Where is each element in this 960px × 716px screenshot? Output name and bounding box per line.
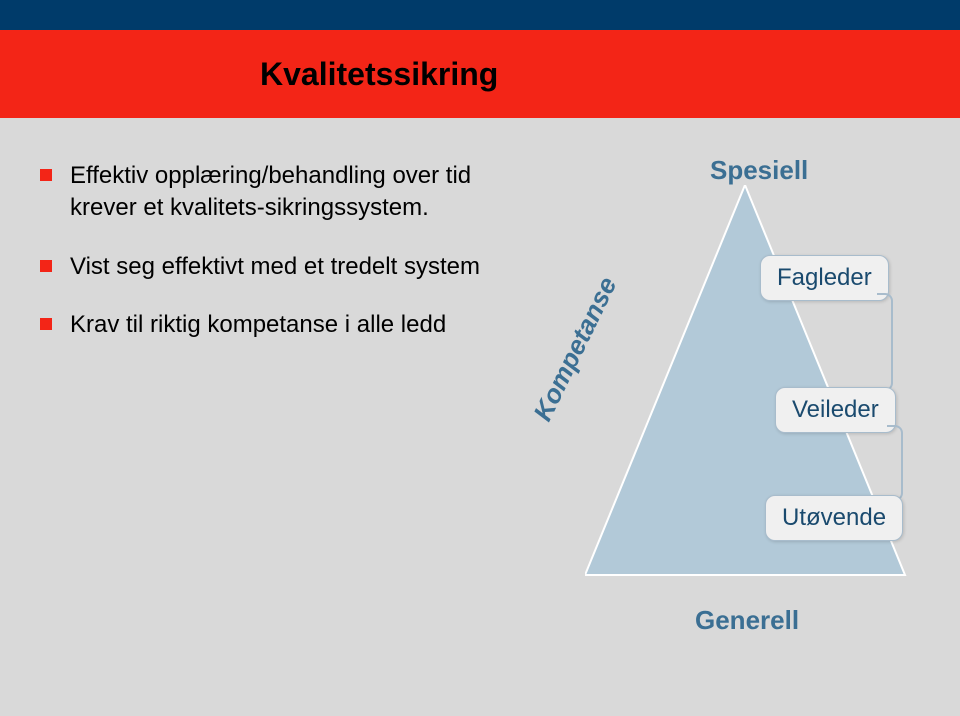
- level-pill-fagleder: Fagleder: [760, 255, 889, 301]
- bullet-icon: [40, 260, 52, 272]
- level-pill-label: Fagleder: [777, 264, 872, 291]
- bullet-item: Krav til riktig kompetanse i alle ledd: [40, 309, 530, 341]
- bullet-text: Krav til riktig kompetanse i alle ledd: [70, 309, 446, 341]
- bullet-text: Effektiv opplæring/behandling over tid k…: [70, 160, 530, 225]
- triangle-bottom-label: Generell: [695, 605, 799, 636]
- bullet-icon: [40, 318, 52, 330]
- header-main-stripe: Kvalitetssikring: [0, 30, 960, 118]
- connector-icon: [887, 425, 903, 501]
- header-bar: Kvalitetssikring: [0, 0, 960, 118]
- bullet-list: Effektiv opplæring/behandling over tid k…: [40, 160, 530, 368]
- connector-icon: [877, 293, 893, 391]
- bullet-icon: [40, 169, 52, 181]
- slide-title: Kvalitetssikring: [260, 56, 498, 93]
- level-pill-label: Utøvende: [782, 504, 886, 531]
- bullet-item: Effektiv opplæring/behandling over tid k…: [40, 160, 530, 225]
- level-pill-utovende: Utøvende: [765, 495, 903, 541]
- bullet-item: Vist seg effektivt med et tredelt system: [40, 251, 530, 283]
- triangle-top-label: Spesiell: [710, 155, 808, 186]
- competence-triangle-diagram: Spesiell Kompetanse Fagleder Veileder Ut…: [555, 155, 935, 635]
- level-pill-label: Veileder: [792, 396, 879, 423]
- bullet-text: Vist seg effektivt med et tredelt system: [70, 251, 480, 283]
- level-pill-veileder: Veileder: [775, 387, 896, 433]
- header-top-stripe: [0, 0, 960, 30]
